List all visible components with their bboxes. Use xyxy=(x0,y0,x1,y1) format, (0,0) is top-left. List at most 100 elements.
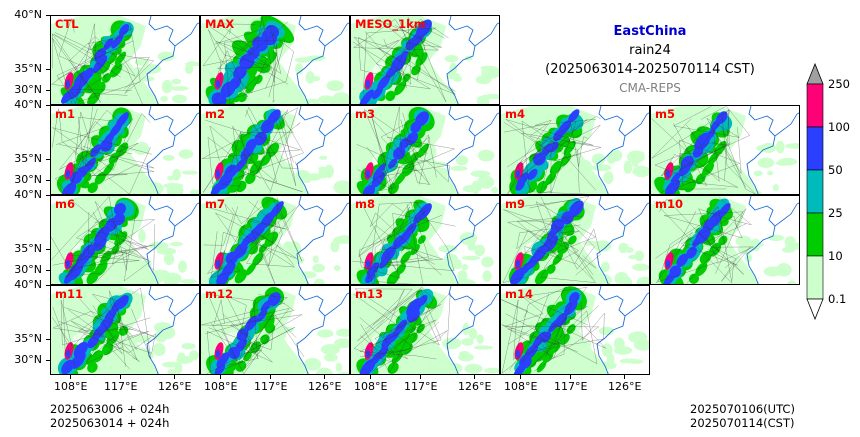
colorbar xyxy=(806,62,824,321)
lat-tick xyxy=(46,69,50,70)
lat-label: 40°N xyxy=(14,8,42,21)
source-label: CMA-REPS xyxy=(619,81,681,95)
lon-label: 117°E xyxy=(254,380,288,393)
colorbar-label: 25 xyxy=(828,206,843,220)
rain-map xyxy=(201,16,349,104)
map-panel-m10: m10 xyxy=(650,195,800,285)
lat-tick xyxy=(46,105,50,106)
lon-tick xyxy=(370,375,371,379)
map-panel-max: MAX xyxy=(200,15,350,105)
colorbar-label: 10 xyxy=(828,249,843,263)
lon-label: 126°E xyxy=(608,380,642,393)
lon-label: 108°E xyxy=(204,380,238,393)
panel-label: m2 xyxy=(205,107,225,121)
map-panel-m8: m8 xyxy=(350,195,500,285)
colorbar-label: 0.1 xyxy=(828,292,847,306)
map-panel-m3: m3 xyxy=(350,105,500,195)
lon-label: 126°E xyxy=(308,380,342,393)
lon-tick xyxy=(70,375,71,379)
colorbar-segment xyxy=(806,212,824,257)
lon-tick xyxy=(270,375,271,379)
lat-tick xyxy=(46,249,50,250)
footer-valid-cst: 2025070114(CST) xyxy=(690,416,795,430)
lat-label: 40°N xyxy=(14,188,42,201)
footer-right: 2025070106(UTC) 2025070114(CST) xyxy=(690,402,795,430)
rain-map xyxy=(651,106,799,194)
lon-tick xyxy=(420,375,421,379)
rain-map xyxy=(501,286,649,374)
map-panel-meso_1km: MESO_1km xyxy=(350,15,500,105)
rain-map xyxy=(351,16,499,104)
panel-label: m5 xyxy=(655,107,675,121)
lat-tick xyxy=(46,285,50,286)
rain-map xyxy=(501,196,649,284)
footer-init-utc: 2025063006 + 024h xyxy=(50,402,170,416)
lat-tick xyxy=(46,90,50,91)
period-title: (2025063014-2025070114 CST) xyxy=(545,62,755,77)
lat-label: 35°N xyxy=(14,332,42,345)
lat-label: 30°N xyxy=(14,173,42,186)
rain-map xyxy=(201,196,349,284)
lon-tick xyxy=(474,375,475,379)
panel-label: m7 xyxy=(205,197,225,211)
rain-map xyxy=(51,286,199,374)
map-panel-m2: m2 xyxy=(200,105,350,195)
map-panel-m1: m1 xyxy=(50,105,200,195)
map-panel-m6: m6 xyxy=(50,195,200,285)
map-panel-m11: m11 xyxy=(50,285,200,375)
lat-tick xyxy=(46,339,50,340)
colorbar-label: 50 xyxy=(828,163,843,177)
lat-tick xyxy=(46,360,50,361)
map-panel-m13: m13 xyxy=(350,285,500,375)
lon-tick xyxy=(520,375,521,379)
colorbar-extend-min xyxy=(806,298,824,321)
colorbar-segment xyxy=(806,169,824,214)
lon-label: 126°E xyxy=(458,380,492,393)
rain-map xyxy=(351,196,499,284)
colorbar-segment xyxy=(806,255,824,300)
lat-label: 30°N xyxy=(14,263,42,276)
colorbar-label: 100 xyxy=(828,120,850,134)
title-block: EastChina rain24 (2025063014-2025070114 … xyxy=(520,22,780,98)
lon-label: 117°E xyxy=(554,380,588,393)
lat-label: 30°N xyxy=(14,353,42,366)
rain-map xyxy=(201,106,349,194)
map-panel-m9: m9 xyxy=(500,195,650,285)
panel-label: m6 xyxy=(55,197,75,211)
lon-label: 108°E xyxy=(504,380,538,393)
lat-label: 35°N xyxy=(14,242,42,255)
lon-tick xyxy=(324,375,325,379)
lon-tick xyxy=(120,375,121,379)
lon-tick xyxy=(174,375,175,379)
panel-label: m9 xyxy=(505,197,525,211)
rain-map xyxy=(201,286,349,374)
footer-valid-utc: 2025070106(UTC) xyxy=(690,402,795,416)
lat-tick xyxy=(46,195,50,196)
colorbar-segment xyxy=(806,83,824,128)
panel-label: MAX xyxy=(205,17,235,31)
panel-label: m10 xyxy=(655,197,683,211)
panel-label: m14 xyxy=(505,287,533,301)
panel-label: m1 xyxy=(55,107,75,121)
map-panel-m4: m4 xyxy=(500,105,650,195)
variable-title: rain24 xyxy=(629,43,671,58)
lon-tick xyxy=(220,375,221,379)
panel-label: m11 xyxy=(55,287,83,301)
rain-map xyxy=(351,106,499,194)
panel-label: m4 xyxy=(505,107,525,121)
colorbar-extend-max xyxy=(806,62,824,85)
panel-label: m3 xyxy=(355,107,375,121)
rain-map xyxy=(51,196,199,284)
lon-label: 108°E xyxy=(54,380,88,393)
lon-tick xyxy=(570,375,571,379)
map-panel-m12: m12 xyxy=(200,285,350,375)
lon-tick xyxy=(624,375,625,379)
map-panel-m7: m7 xyxy=(200,195,350,285)
lat-tick xyxy=(46,180,50,181)
rain-map xyxy=(51,16,199,104)
panel-label: m8 xyxy=(355,197,375,211)
panel-label: m13 xyxy=(355,287,383,301)
panel-label: m12 xyxy=(205,287,233,301)
lat-tick xyxy=(46,15,50,16)
